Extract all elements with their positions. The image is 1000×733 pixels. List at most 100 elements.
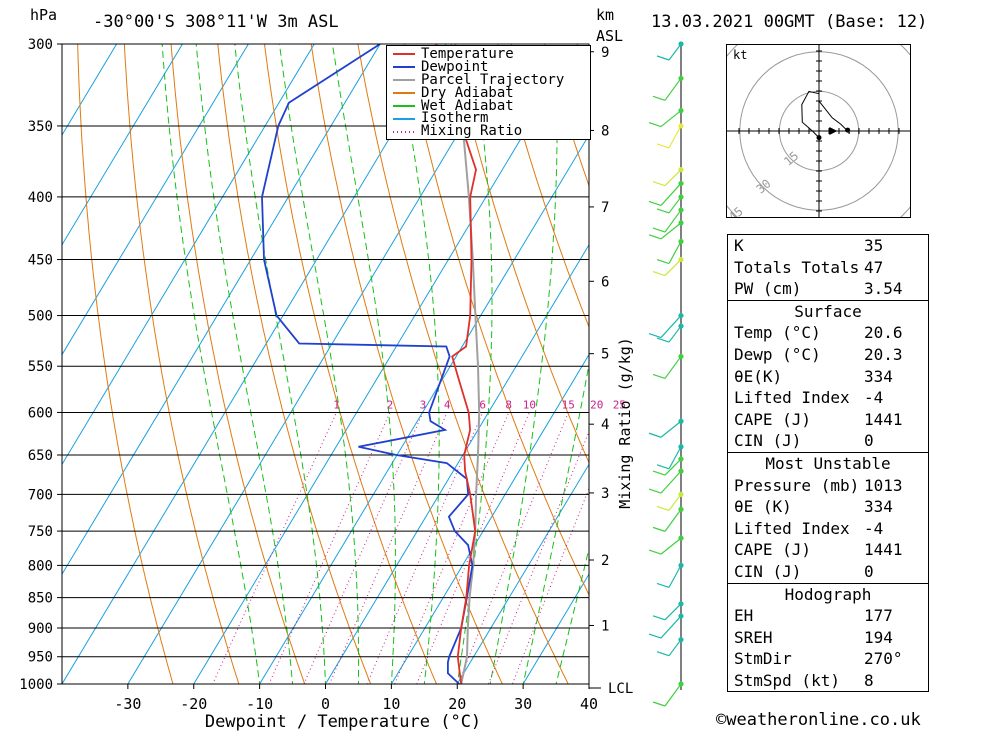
- legend-label: Dewpoint: [421, 58, 489, 75]
- index-row: CAPE (J) 1441: [728, 409, 928, 431]
- index-row: Lifted Index -4: [728, 387, 928, 409]
- dry-adiabat-line: [123, 44, 240, 684]
- legend-label: Isotherm: [421, 110, 489, 127]
- mixing-ratio-label: 6: [479, 398, 486, 411]
- height-unit-label: km: [596, 6, 615, 24]
- pressure-tick-label: 900: [28, 621, 53, 637]
- dry-adiabat-line: [544, 44, 589, 188]
- legend-entry: Wet Adiabat: [387, 99, 590, 113]
- height-tick-label: 7: [601, 200, 609, 216]
- wind-barb: [652, 681, 684, 707]
- hodograph-unit: kt: [733, 48, 747, 62]
- storm-motion-marker: [829, 127, 838, 135]
- mixing-ratio-label: 20: [590, 398, 603, 411]
- index-value: 177: [864, 606, 893, 626]
- wind-barb: [656, 123, 684, 149]
- index-label: CIN (J): [734, 431, 802, 451]
- index-row: CIN (J) 0: [728, 430, 928, 452]
- index-label: CAPE (J): [734, 409, 812, 429]
- index-label: SREH: [734, 627, 773, 647]
- mixing-ratio-line: [328, 412, 448, 684]
- legend-entry: Parcel Trajectory: [387, 71, 590, 88]
- site-credit: ©weatheronline.co.uk: [716, 710, 921, 730]
- index-value: 1441: [864, 409, 903, 429]
- temperature-tick-label: -30: [114, 695, 141, 713]
- wind-barb: [652, 167, 684, 187]
- x-axis-label: Dewpoint / Temperature (°C): [205, 712, 481, 732]
- legend-label: Dry Adiabat: [421, 84, 514, 101]
- index-row: CAPE (J) 1441: [728, 539, 928, 561]
- legend-label: Temperature: [421, 46, 514, 62]
- temperature-tick-label: 20: [448, 695, 466, 713]
- legend-label: Parcel Trajectory: [421, 71, 565, 88]
- index-label: EH: [734, 606, 754, 626]
- mixing-ratio-axis-label: Mixing Ratio (g/kg): [616, 337, 634, 509]
- wind-barb: [656, 323, 684, 343]
- index-label: Totals Totals: [734, 257, 860, 277]
- wind-barb: [648, 220, 684, 240]
- wind-barb: [652, 353, 684, 380]
- index-row: Pressure (mb) 1013: [728, 475, 928, 497]
- wind-barb: [656, 238, 684, 265]
- legend-entry: Dry Adiabat: [387, 84, 590, 101]
- wind-barb: [656, 562, 684, 588]
- index-row: CIN (J) 0: [728, 561, 928, 583]
- isotherm-line: [62, 44, 315, 466]
- lcl-label: LCL: [608, 681, 633, 697]
- pressure-tick-label: 750: [28, 524, 53, 540]
- dry-adiabat-line: [217, 44, 372, 684]
- index-row: SREH 194: [728, 627, 928, 649]
- isotherm-line: [456, 463, 589, 684]
- legend-swatch: [393, 79, 415, 82]
- index-label: θE(K): [734, 366, 783, 386]
- mixing-ratio-line: [394, 412, 510, 684]
- wind-barb: [656, 491, 684, 511]
- index-row: θE(K) 334: [728, 366, 928, 388]
- index-value: 35: [864, 236, 884, 255]
- wind-barb: [652, 506, 684, 532]
- temperature-tick-label: 30: [514, 695, 532, 713]
- pressure-tick-label: 950: [28, 650, 53, 666]
- isotherm-line: [62, 44, 249, 356]
- temperature-tick-label: 10: [382, 695, 400, 713]
- index-row: StmDir 270°: [728, 648, 928, 670]
- mixing-ratio-line: [416, 412, 530, 684]
- legend-swatch: [393, 130, 415, 133]
- index-row: K 35: [728, 235, 928, 257]
- index-value: 20.6: [864, 323, 903, 343]
- index-value: 194: [864, 627, 893, 647]
- height-unit-label-asl: ASL: [596, 27, 624, 45]
- index-value: 1013: [864, 475, 903, 495]
- indices-table: K 35 Totals Totals 47 PW (cm) 3.54 Surface Te…: [727, 234, 929, 693]
- index-value: 20.3: [864, 344, 903, 364]
- pressure-tick-label: 850: [28, 591, 53, 607]
- index-row: StmSpd (kt) 8: [728, 670, 928, 692]
- isotherm-line: [0, 0, 109, 710]
- index-row: Temp (°C) 20.6: [728, 322, 928, 344]
- mixing-ratio-label: 8: [505, 398, 512, 411]
- pressure-tick-label: 700: [28, 487, 53, 503]
- wind-barb: [648, 107, 684, 128]
- legend-entry: Dewpoint: [387, 58, 590, 75]
- wind-barb: [656, 194, 684, 214]
- mixing-ratio-line: [303, 412, 424, 684]
- index-value: -4: [864, 518, 884, 538]
- wind-barb: [648, 312, 684, 339]
- index-value: -4: [864, 388, 884, 408]
- most-unstable-section-title: Most Unstable: [728, 451, 928, 475]
- index-label: θE (K): [734, 497, 792, 517]
- hodograph-start-marker: [816, 135, 822, 141]
- wind-barb: [652, 75, 684, 101]
- index-row: EH 177: [728, 605, 928, 627]
- height-tick-label: 3: [601, 486, 609, 502]
- temperature-tick-label: 0: [321, 695, 330, 713]
- isotherm-line: [259, 134, 589, 684]
- pressure-tick-label: 300: [28, 37, 53, 53]
- index-label: K: [734, 236, 744, 255]
- index-label: Lifted Index: [734, 388, 850, 408]
- isotherm-line: [522, 573, 589, 684]
- index-value: 8: [864, 670, 874, 690]
- wind-barb: [648, 418, 684, 438]
- index-row: Lifted Index -4: [728, 518, 928, 540]
